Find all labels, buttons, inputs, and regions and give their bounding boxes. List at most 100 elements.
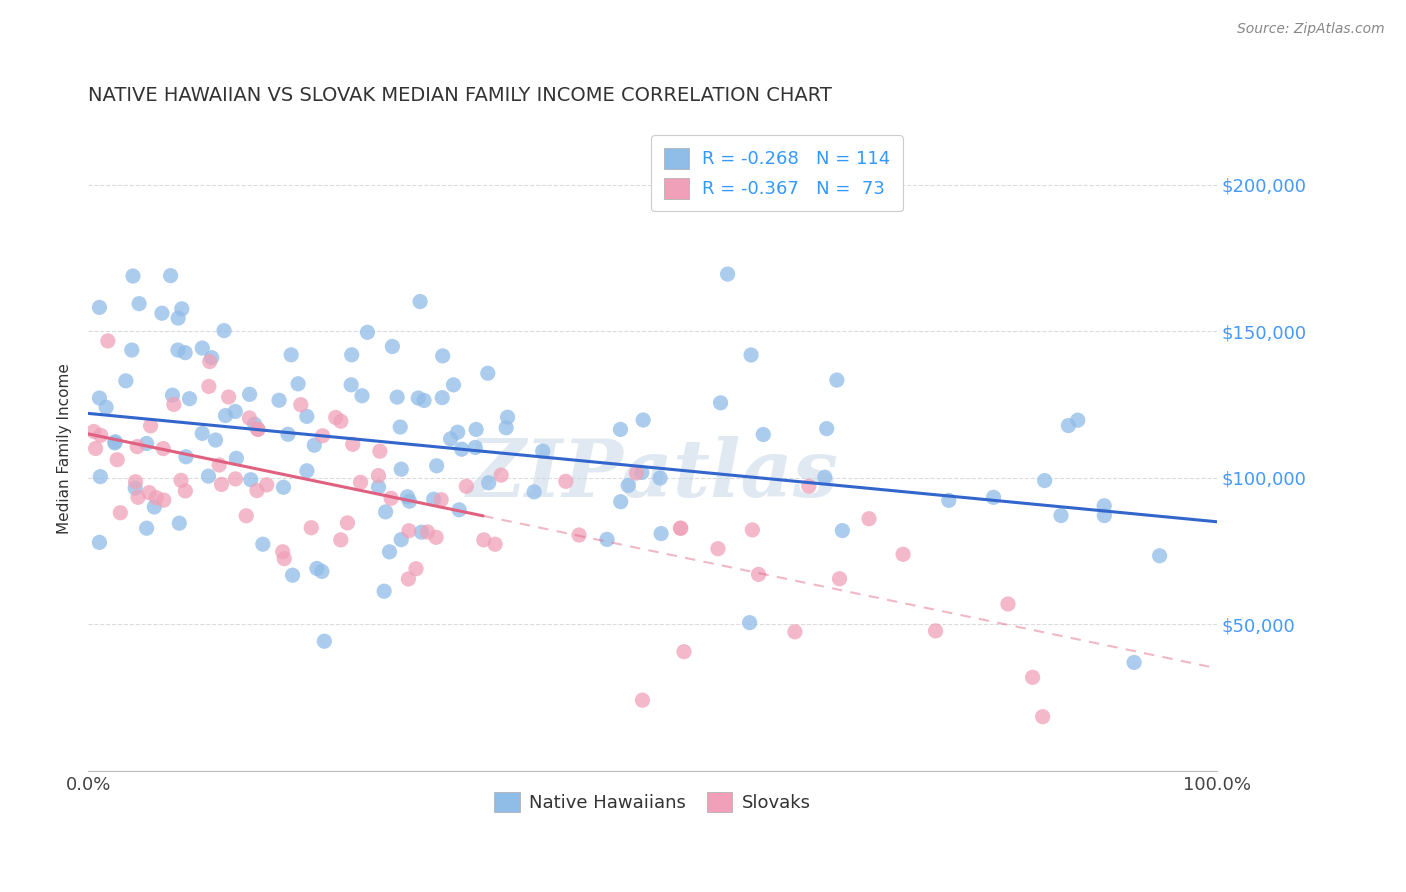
Point bbox=[243, 417, 266, 432]
Point bbox=[1067, 413, 1090, 427]
Point bbox=[609, 494, 631, 508]
Point bbox=[783, 624, 806, 639]
Point bbox=[1032, 709, 1054, 723]
Point bbox=[373, 584, 395, 599]
Point bbox=[1057, 418, 1080, 433]
Point bbox=[439, 432, 461, 446]
Point bbox=[531, 444, 554, 458]
Point bbox=[224, 404, 246, 418]
Point bbox=[626, 466, 648, 480]
Point bbox=[831, 524, 853, 538]
Point bbox=[128, 296, 150, 310]
Point bbox=[815, 421, 838, 435]
Point bbox=[413, 393, 436, 408]
Point bbox=[314, 634, 336, 648]
Point bbox=[356, 326, 378, 340]
Point bbox=[139, 418, 162, 433]
Point bbox=[179, 392, 201, 406]
Point bbox=[277, 427, 299, 442]
Point bbox=[465, 422, 488, 436]
Point bbox=[707, 541, 730, 556]
Point bbox=[425, 530, 447, 544]
Point bbox=[797, 479, 820, 493]
Point bbox=[938, 493, 960, 508]
Point bbox=[447, 425, 470, 440]
Point bbox=[287, 376, 309, 391]
Point bbox=[340, 348, 363, 362]
Point bbox=[1021, 670, 1043, 684]
Point bbox=[554, 475, 576, 489]
Point bbox=[617, 478, 640, 492]
Point bbox=[174, 450, 197, 464]
Text: NATIVE HAWAIIAN VS SLOVAK MEDIAN FAMILY INCOME CORRELATION CHART: NATIVE HAWAIIAN VS SLOVAK MEDIAN FAMILY … bbox=[89, 87, 832, 105]
Point bbox=[1092, 508, 1115, 523]
Point bbox=[104, 434, 127, 449]
Point bbox=[631, 693, 654, 707]
Point bbox=[1092, 499, 1115, 513]
Point bbox=[752, 427, 775, 442]
Point bbox=[669, 521, 692, 535]
Point bbox=[138, 485, 160, 500]
Point bbox=[89, 391, 111, 405]
Point bbox=[152, 493, 174, 508]
Point bbox=[174, 345, 197, 359]
Point bbox=[218, 390, 240, 404]
Point bbox=[396, 572, 419, 586]
Point bbox=[163, 397, 186, 411]
Point bbox=[398, 494, 420, 508]
Point bbox=[416, 524, 439, 539]
Point bbox=[208, 458, 231, 472]
Point bbox=[631, 466, 654, 480]
Text: ZIPatlas: ZIPatlas bbox=[467, 435, 838, 513]
Point bbox=[430, 492, 453, 507]
Point bbox=[891, 547, 914, 561]
Point bbox=[650, 526, 672, 541]
Point bbox=[280, 348, 302, 362]
Point bbox=[170, 301, 193, 316]
Point bbox=[367, 480, 389, 494]
Point bbox=[252, 537, 274, 551]
Point bbox=[281, 568, 304, 582]
Point bbox=[924, 624, 946, 638]
Point bbox=[94, 401, 117, 415]
Point bbox=[408, 391, 430, 405]
Point bbox=[342, 437, 364, 451]
Point bbox=[311, 565, 333, 579]
Point bbox=[290, 398, 312, 412]
Point bbox=[83, 425, 105, 439]
Point bbox=[97, 334, 120, 348]
Point bbox=[305, 561, 328, 575]
Point bbox=[450, 442, 472, 457]
Point bbox=[432, 391, 454, 405]
Point bbox=[311, 429, 333, 443]
Point bbox=[325, 410, 347, 425]
Point bbox=[716, 267, 738, 281]
Point bbox=[235, 508, 257, 523]
Point bbox=[997, 597, 1019, 611]
Point bbox=[1123, 656, 1146, 670]
Point bbox=[456, 479, 478, 493]
Point bbox=[983, 491, 1005, 505]
Point bbox=[340, 377, 363, 392]
Point bbox=[478, 475, 501, 490]
Point bbox=[84, 442, 107, 456]
Point bbox=[239, 387, 262, 401]
Point bbox=[143, 500, 166, 514]
Point bbox=[124, 481, 146, 495]
Point bbox=[124, 475, 146, 489]
Point bbox=[385, 390, 408, 404]
Point bbox=[204, 433, 226, 447]
Point bbox=[211, 477, 233, 491]
Point bbox=[368, 444, 391, 458]
Point bbox=[169, 516, 191, 531]
Point bbox=[489, 468, 512, 483]
Point bbox=[89, 301, 111, 315]
Point bbox=[669, 521, 692, 535]
Point bbox=[167, 343, 190, 357]
Point bbox=[295, 409, 318, 424]
Point bbox=[738, 615, 761, 630]
Point bbox=[127, 440, 149, 454]
Point bbox=[170, 474, 193, 488]
Point bbox=[214, 409, 236, 423]
Point bbox=[398, 524, 420, 538]
